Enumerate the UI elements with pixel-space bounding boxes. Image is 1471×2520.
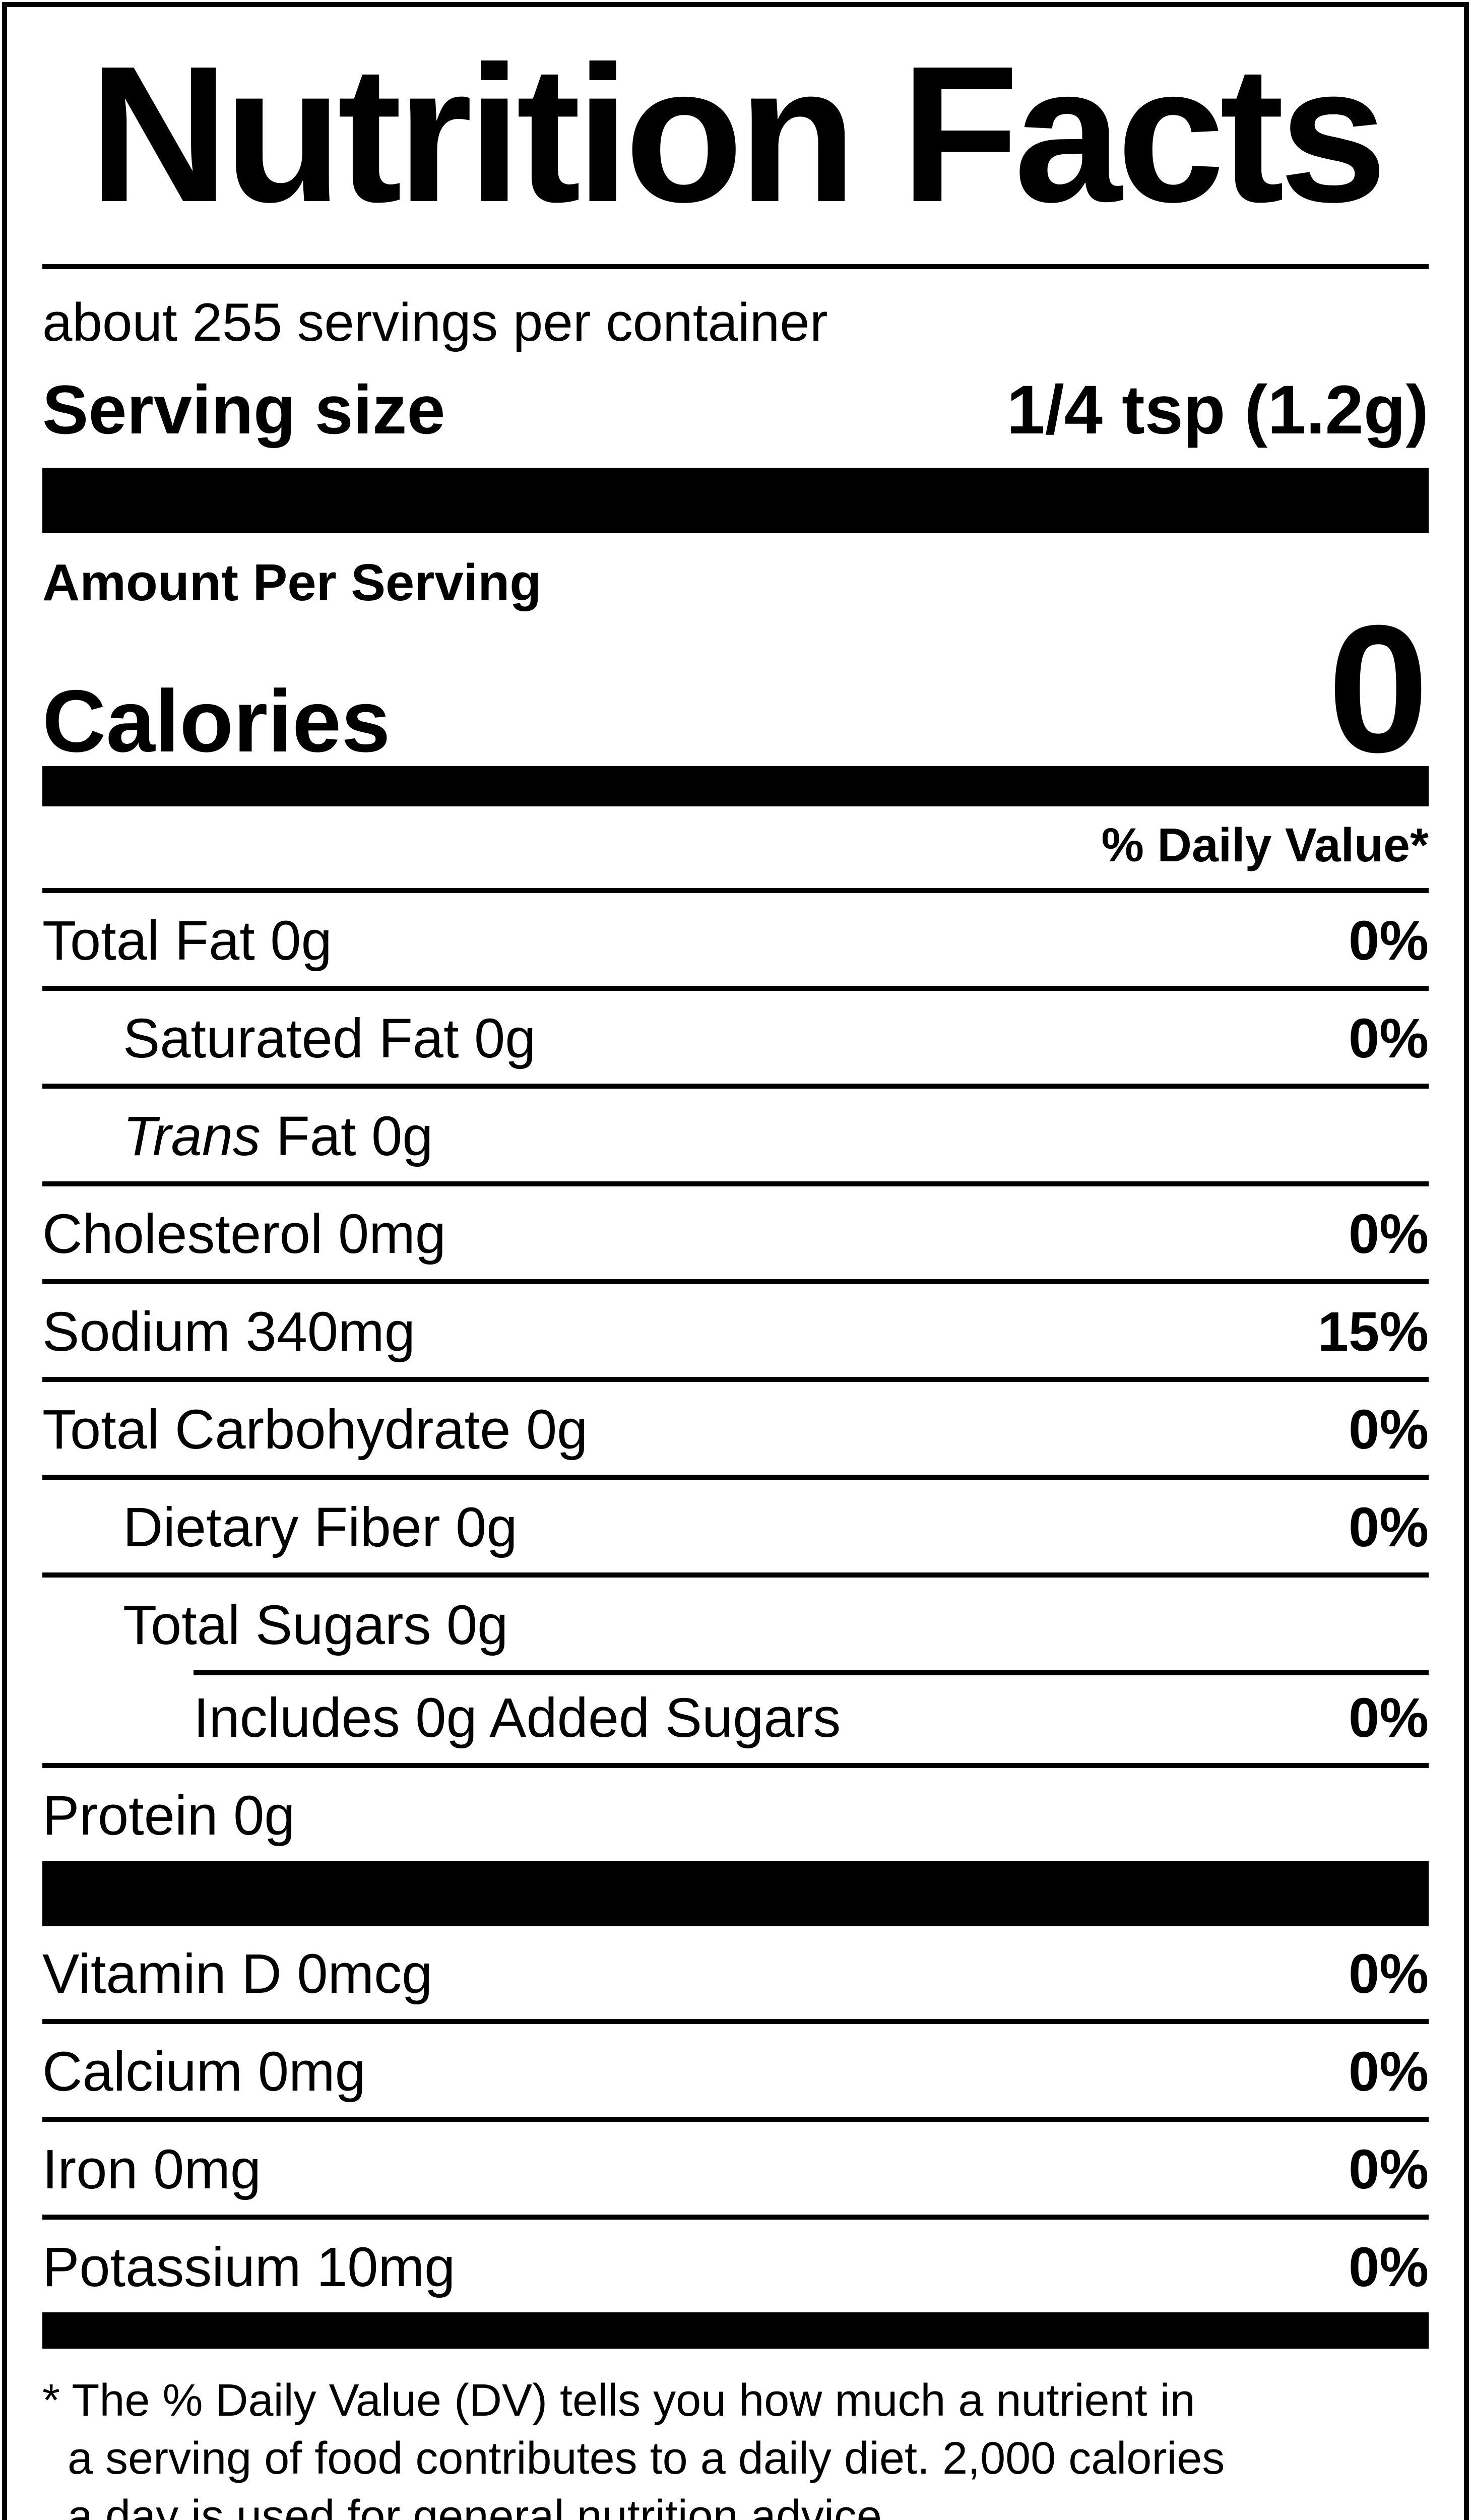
nutrient-percent: 0% xyxy=(1349,910,1429,972)
nutrient-percent: 0% xyxy=(1349,2138,1429,2200)
nutrient-name: Vitamin D 0mcg xyxy=(42,1943,433,2005)
nutrient-lead: Protein xyxy=(42,1785,218,1847)
calories-row: Calories 0 xyxy=(42,588,1429,790)
nutrient-lead: Total Carbohydrate xyxy=(42,1399,511,1461)
nutrient-name: Sodium 340mg xyxy=(42,1301,415,1363)
nutrient-row: Trans Fat 0g xyxy=(42,1089,1429,1186)
nutrient-row: Includes 0g Added Sugars 0% xyxy=(42,1670,1429,1768)
calories-value: 0 xyxy=(1327,588,1429,790)
nutrient-percent: 0% xyxy=(1349,2236,1429,2298)
nutrient-row: Iron 0mg 0% xyxy=(42,2122,1429,2220)
amount-per-serving-label: Amount Per Serving xyxy=(42,553,542,611)
nutrient-row: Total Sugars 0g xyxy=(42,1578,1429,1670)
thick-divider-bar xyxy=(42,1861,1429,1926)
serving-size-row: Serving size 1/4 tsp (1.2g) xyxy=(42,372,1429,449)
title-divider-rule xyxy=(42,264,1429,269)
nutrient-row: Vitamin D 0mcg 0% xyxy=(42,1926,1429,2024)
thick-divider-bar xyxy=(42,468,1429,533)
daily-value-rule xyxy=(42,888,1429,893)
nutrient-row: Cholesterol 0mg 0% xyxy=(42,1186,1429,1284)
serving-size-value: 1/4 tsp (1.2g) xyxy=(1006,371,1429,449)
calories-label: Calories xyxy=(42,672,391,771)
mineral-rows: Vitamin D 0mcg 0% Calcium 0mg 0% Iron 0mg 0% P… xyxy=(42,1926,1429,2312)
nutrient-row: Dietary Fiber 0g 0% xyxy=(42,1480,1429,1578)
nutrient-name: Potassium 10mg xyxy=(42,2236,456,2298)
includes-added-sugars-row: Includes 0g Added Sugars 0% xyxy=(194,1670,1429,1763)
nutrient-name: Total Carbohydrate 0g xyxy=(42,1399,588,1461)
nutrient-lead: Sodium xyxy=(42,1301,230,1363)
servings-per-container: about 255 servings per container xyxy=(42,292,828,352)
serving-size-label: Serving size xyxy=(42,371,445,449)
nutrient-row: Potassium 10mg 0% xyxy=(42,2220,1429,2312)
nutrient-row: Saturated Fat 0g 0% xyxy=(42,991,1429,1089)
nutrient-lead: Cholesterol xyxy=(42,1203,323,1265)
nutrient-name: Total Fat 0g xyxy=(42,910,332,972)
nutrient-percent: 15% xyxy=(1317,1301,1429,1363)
nutrient-percent: 0% xyxy=(1349,1203,1429,1265)
nutrient-row: Calcium 0mg 0% xyxy=(42,2024,1429,2122)
nutrient-name: Total Sugars 0g xyxy=(123,1594,508,1656)
nutrient-row: Protein 0g xyxy=(42,1768,1429,1861)
nutrient-row: Sodium 340mg 15% xyxy=(42,1284,1429,1382)
nutrient-lead: Trans xyxy=(123,1105,261,1167)
daily-value-header: % Daily Value* xyxy=(1101,818,1429,872)
nutrient-name: Iron 0mg xyxy=(42,2138,262,2200)
nutrient-percent: 0% xyxy=(1349,1007,1429,1069)
nutrient-percent: 0% xyxy=(1349,1496,1429,1558)
nutrient-percent: 0% xyxy=(1349,1943,1429,2005)
nutrient-name: Cholesterol 0mg xyxy=(42,1203,446,1265)
medium-divider-bar xyxy=(42,766,1429,806)
nutrient-rows: Total Fat 0g 0% Saturated Fat 0g 0% Trans Fa… xyxy=(42,893,1429,1861)
nutrient-row: Total Fat 0g 0% xyxy=(42,893,1429,991)
nutrient-name: Includes 0g Added Sugars xyxy=(194,1687,841,1749)
footnote-line: * The % Daily Value (DV) tells you how m… xyxy=(42,2375,1195,2426)
label-title: Nutrition Facts xyxy=(89,25,1387,242)
footnote-line: a serving of food contributes to a daily… xyxy=(68,2433,1225,2484)
footnote: * The % Daily Value (DV) tells you how m… xyxy=(42,2372,1429,2520)
nutrient-name: Protein 0g xyxy=(42,1785,295,1847)
nutrient-row: Total Carbohydrate 0g 0% xyxy=(42,1382,1429,1480)
nutrient-name: Saturated Fat 0g xyxy=(123,1007,536,1069)
nutrient-name: Calcium 0mg xyxy=(42,2041,366,2103)
nutrient-percent: 0% xyxy=(1349,1399,1429,1461)
nutrient-lead: Total Fat xyxy=(42,910,255,972)
nutrient-percent: 0% xyxy=(1349,2041,1429,2103)
nutrient-name: Trans Fat 0g xyxy=(123,1105,433,1167)
nutrient-percent: 0% xyxy=(1349,1687,1429,1749)
medium-divider-bar xyxy=(42,2312,1429,2349)
nutrient-name: Dietary Fiber 0g xyxy=(123,1496,518,1558)
footnote-line: a day is used for general nutrition advi… xyxy=(68,2491,894,2520)
